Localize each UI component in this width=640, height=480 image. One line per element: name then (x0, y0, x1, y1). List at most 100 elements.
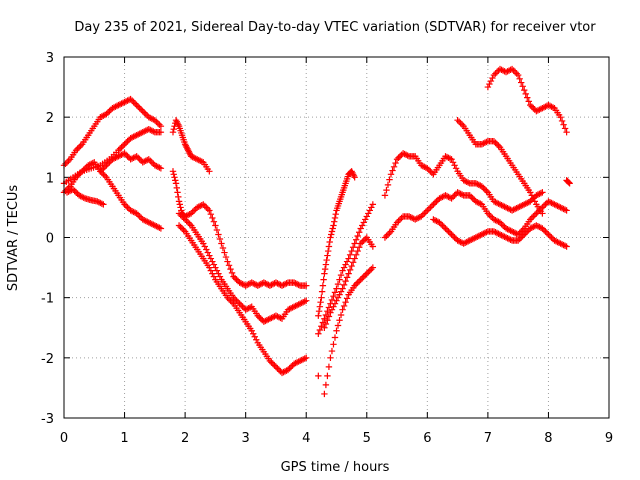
data-point (228, 269, 236, 277)
data-point (555, 203, 563, 210)
data-point (275, 280, 283, 288)
data-point (194, 204, 201, 211)
data-point (85, 162, 92, 169)
data-point (224, 258, 231, 265)
data-point (141, 217, 148, 224)
data-point (530, 104, 537, 112)
data-point (316, 326, 324, 334)
chart-title: Day 235 of 2021, Sidereal Day-to-day VTE… (74, 20, 596, 35)
data-point (428, 202, 436, 210)
data-point (339, 267, 346, 274)
data-point (260, 318, 268, 325)
data-point (136, 104, 143, 112)
series-track-7 (169, 168, 310, 289)
data-point (321, 265, 329, 273)
data-point (349, 259, 357, 266)
data-point (460, 177, 467, 184)
data-point (463, 178, 470, 186)
data-point (454, 189, 461, 196)
data-point (418, 162, 425, 169)
data-point (242, 282, 249, 289)
data-point (175, 198, 183, 205)
data-point (318, 294, 325, 301)
data-point (415, 214, 422, 222)
data-point (351, 255, 358, 262)
data-point (413, 215, 420, 222)
data-point (508, 207, 516, 214)
data-point (100, 201, 107, 208)
data-point (109, 156, 116, 163)
data-point (528, 103, 535, 110)
data-point (175, 193, 182, 201)
data-point (498, 220, 505, 228)
data-point (527, 225, 534, 232)
data-point (342, 277, 349, 285)
data-point (496, 201, 504, 208)
data-point (449, 159, 457, 166)
x-axis-label: GPS time / hours (281, 460, 390, 475)
data-point (118, 100, 125, 107)
data-point (119, 99, 127, 107)
data-point (122, 98, 130, 105)
data-point (115, 147, 122, 154)
plot-frame (63, 56, 610, 419)
data-point (121, 141, 128, 148)
data-point (183, 217, 190, 225)
data-point (148, 127, 156, 134)
data-point (116, 152, 124, 159)
data-point (157, 225, 165, 232)
data-point (332, 210, 339, 218)
data-point (269, 280, 277, 288)
data-point (345, 255, 352, 262)
data-point (336, 317, 343, 324)
data-point (530, 223, 537, 231)
data-point (557, 204, 564, 211)
data-point (286, 365, 293, 372)
data-point (489, 74, 496, 82)
y-tick-label: 2 (46, 111, 54, 126)
data-point (97, 199, 104, 207)
data-point (268, 281, 275, 289)
data-point (472, 198, 479, 205)
data-point (133, 210, 140, 217)
data-point (330, 341, 337, 348)
data-point (334, 280, 342, 288)
data-point (256, 281, 263, 289)
data-point (519, 226, 526, 234)
data-point (72, 189, 80, 196)
data-point (131, 100, 139, 107)
data-point (271, 362, 278, 369)
data-point (495, 230, 502, 237)
data-point (455, 118, 463, 125)
data-point (184, 211, 192, 219)
data-point (427, 168, 434, 175)
data-point (269, 360, 277, 368)
data-point (455, 189, 463, 197)
data-point (209, 258, 216, 265)
data-point (322, 261, 330, 268)
data-point (513, 70, 520, 77)
data-point (184, 147, 192, 154)
data-point (360, 219, 367, 226)
series-track-13 (321, 264, 377, 398)
data-point (513, 204, 520, 212)
data-point (315, 330, 322, 337)
data-point (349, 244, 357, 251)
data-point (281, 280, 289, 288)
data-point (549, 200, 557, 207)
data-point (236, 300, 243, 307)
data-point (289, 304, 296, 311)
data-point (561, 206, 569, 213)
data-point (533, 222, 540, 229)
data-point (545, 101, 552, 109)
data-point (339, 306, 346, 313)
data-point (349, 169, 356, 177)
data-point (173, 118, 180, 125)
data-point (496, 65, 504, 73)
data-point (175, 222, 183, 229)
data-point (348, 247, 355, 255)
data-point (97, 168, 104, 175)
data-point (175, 210, 183, 217)
data-point (502, 204, 510, 211)
data-point (504, 204, 511, 212)
